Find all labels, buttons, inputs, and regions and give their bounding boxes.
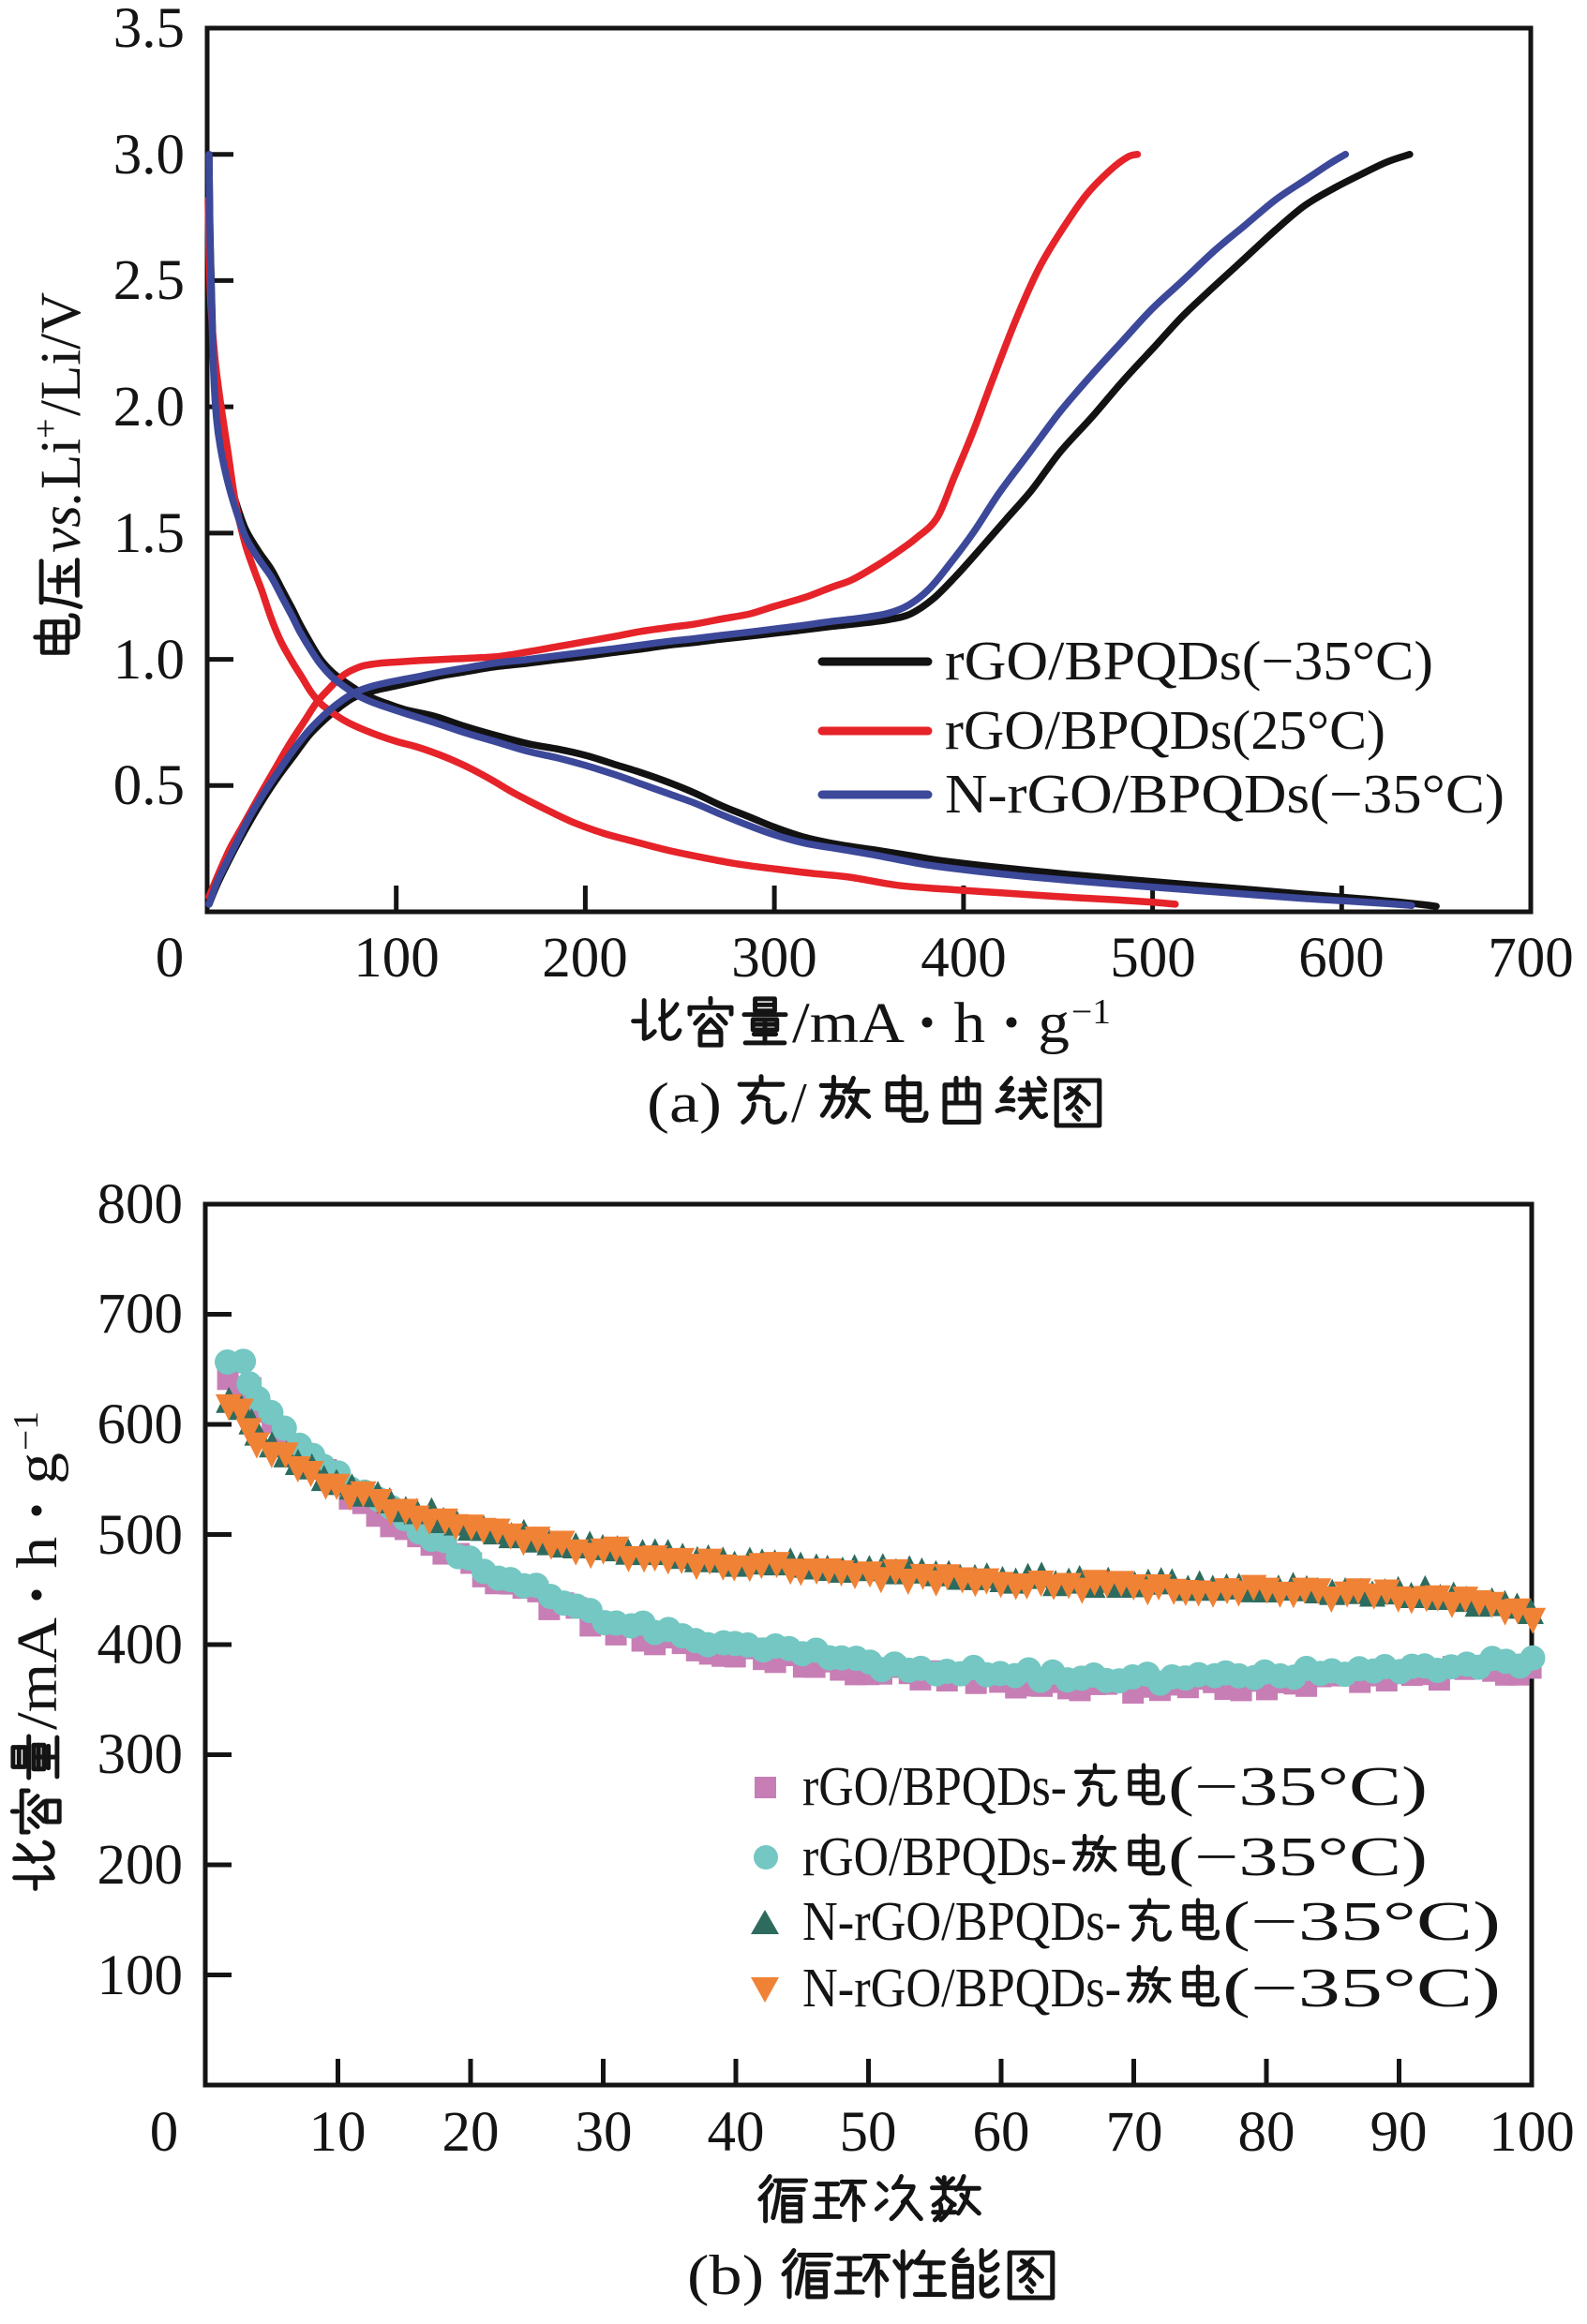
svg-text:−1: −1 (1071, 992, 1111, 1032)
svg-text:700: 700 (97, 1283, 184, 1346)
svg-text:rGO/BPQDs(25°C): rGO/BPQDs(25°C) (945, 699, 1385, 761)
svg-text:0: 0 (156, 927, 185, 990)
svg-text:10: 10 (309, 2101, 367, 2164)
svg-text:100: 100 (1489, 2101, 1575, 2164)
svg-text:/Li/V: /Li/V (30, 292, 93, 416)
svg-text:N-rGO/BPQDs-: N-rGO/BPQDs- (802, 1957, 1121, 2019)
svg-text:50: 50 (840, 2101, 897, 2164)
svg-text:400: 400 (97, 1614, 184, 1676)
svg-text:700: 700 (1488, 927, 1574, 990)
svg-text:(a): (a) (647, 1072, 722, 1134)
svg-text:1.0: 1.0 (113, 629, 185, 692)
svg-text:0.5: 0.5 (113, 754, 185, 817)
svg-text:20: 20 (442, 2101, 500, 2164)
svg-text:60: 60 (973, 2101, 1030, 2164)
svg-text:(−35°C): (−35°C) (1222, 1890, 1501, 1952)
svg-text:2.0: 2.0 (113, 376, 185, 439)
svg-text:80: 80 (1238, 2101, 1295, 2164)
svg-text:400: 400 (921, 927, 1007, 990)
svg-text:70: 70 (1106, 2101, 1163, 2164)
svg-text:vs.: vs. (30, 491, 93, 553)
svg-text:(−35°C): (−35°C) (1168, 1825, 1428, 1887)
svg-text:90: 90 (1370, 2101, 1428, 2164)
svg-text:rGO/BPQDs(−35°C): rGO/BPQDs(−35°C) (945, 630, 1433, 692)
svg-text:(−35°C): (−35°C) (1222, 1957, 1501, 2019)
svg-text:Li: Li (30, 439, 93, 489)
svg-text:(b): (b) (687, 2244, 764, 2306)
svg-text:300: 300 (97, 1723, 184, 1786)
svg-text:2.5: 2.5 (113, 249, 185, 312)
svg-text:(−35°C): (−35°C) (1168, 1755, 1428, 1817)
svg-text:200: 200 (97, 1834, 184, 1897)
svg-text:−1: −1 (7, 1411, 46, 1451)
svg-text:+: + (26, 419, 66, 439)
svg-text:3.0: 3.0 (113, 124, 185, 186)
svg-text:N-rGO/BPQDs-: N-rGO/BPQDs- (802, 1890, 1121, 1952)
svg-text:100: 100 (97, 1944, 184, 2007)
svg-text:800: 800 (97, 1173, 184, 1236)
svg-text:1.5: 1.5 (113, 502, 185, 565)
svg-text:40: 40 (708, 2101, 765, 2164)
svg-text:rGO/BPQDs-: rGO/BPQDs- (802, 1755, 1067, 1817)
svg-text:N-rGO/BPQDs(−35°C): N-rGO/BPQDs(−35°C) (945, 763, 1505, 825)
svg-text:500: 500 (1110, 927, 1196, 990)
svg-text:600: 600 (97, 1393, 184, 1456)
svg-text:300: 300 (731, 927, 817, 990)
svg-text:0: 0 (150, 2101, 179, 2164)
svg-text:600: 600 (1298, 927, 1385, 990)
svg-text:30: 30 (576, 2101, 633, 2164)
svg-text:100: 100 (353, 927, 440, 990)
svg-text:rGO/BPQDs-: rGO/BPQDs- (802, 1825, 1067, 1887)
svg-text:/: / (791, 1072, 807, 1134)
svg-text:3.5: 3.5 (113, 0, 185, 60)
svg-text:500: 500 (97, 1504, 184, 1567)
svg-text:200: 200 (542, 927, 628, 990)
